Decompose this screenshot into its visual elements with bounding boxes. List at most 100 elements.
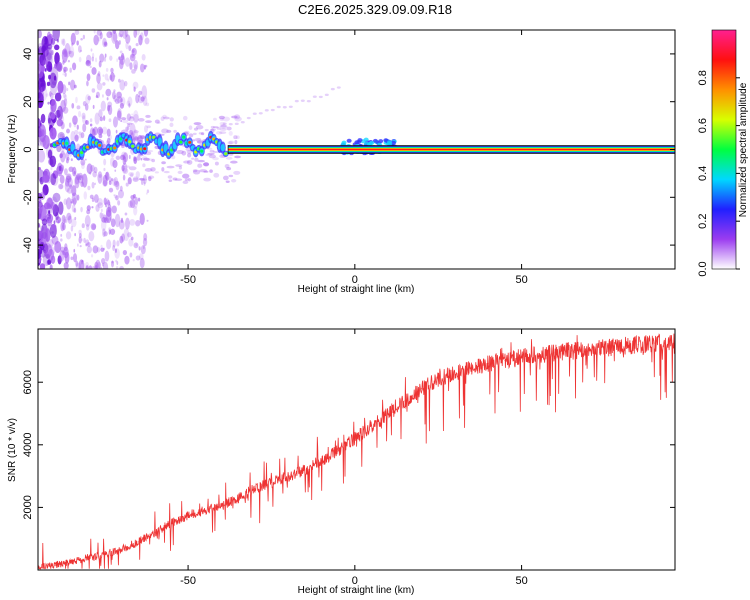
- spectrogram-noise-cell: [69, 45, 75, 59]
- spectrogram-noise-cell: [64, 243, 68, 252]
- spectrogram-noise-cell: [138, 177, 145, 181]
- spectrogram-noise-cell: [70, 130, 76, 143]
- spectrogram-noise-cell: [61, 214, 66, 225]
- spectrogram-noise-cell: [142, 245, 145, 250]
- spectrogram-noise-cell: [69, 79, 76, 91]
- spectrogram-noise-cell: [127, 96, 133, 107]
- spectrogram-noise-cell: [128, 116, 135, 122]
- spectrogram-noise-cell: [73, 122, 77, 128]
- spectrogram-noise-cell: [38, 231, 44, 239]
- spectrogram-noise-cell: [106, 137, 111, 145]
- spectrogram-noise-cell: [85, 223, 90, 231]
- spectrogram-noise-cell: [63, 94, 68, 102]
- spectrogram-trace-cell: [282, 106, 287, 109]
- spectrogram-noise-cell: [80, 158, 86, 166]
- spectrogram-noise-cell: [46, 31, 52, 41]
- spectrogram-noise-cell: [141, 53, 146, 61]
- spectrogram-noise-cell: [142, 174, 147, 185]
- spectrogram-noise-cell: [83, 237, 86, 243]
- spectrogram-noise-cell: [132, 129, 139, 143]
- spectrogram-noise-cell: [72, 166, 77, 177]
- spectrogram-noise-cell: [87, 95, 92, 101]
- spectrogram-noise-cell: [138, 94, 141, 98]
- spectrogram-band-cell: [113, 146, 117, 150]
- spectrogram-noise-cell: [101, 126, 108, 135]
- spectrogram-noise-cell: [67, 187, 73, 194]
- spectrogram-noise-cell: [85, 120, 90, 126]
- spectrogram-noise-cell: [74, 30, 80, 36]
- spectrogram-trace-cell: [192, 132, 197, 136]
- spectrogram-noise-cell: [100, 100, 106, 112]
- spectrogram-noise-cell: [91, 88, 96, 93]
- spectrogram-noise-cell: [43, 250, 46, 256]
- spectrogram-noise-cell: [182, 115, 188, 121]
- spectrogram-noise-cell: [143, 157, 150, 161]
- spectrogram-noise-cell: [53, 220, 56, 225]
- spectrogram-noise-cell: [227, 141, 233, 145]
- spectrogram-noise-cell: [129, 219, 136, 226]
- spectrogram-noise-cell: [79, 49, 83, 53]
- spectrogram-noise-cell: [131, 113, 134, 116]
- spectrogram-noise-cell: [82, 100, 87, 107]
- spectrogram-noise-cell: [140, 96, 145, 102]
- spectrogram-noise-cell: [219, 121, 226, 126]
- spectrogram-noise-cell: [123, 228, 130, 242]
- spectrogram-noise-cell: [68, 50, 72, 55]
- spectrogram-noise-cell: [135, 43, 139, 47]
- spectrogram-noise-cell: [133, 113, 139, 123]
- spectrogram-noise-cell: [74, 134, 79, 142]
- spectrogram-trace-cell: [228, 122, 233, 126]
- spectrogram-noise-cell: [110, 260, 115, 268]
- spectrogram-noise-cell: [47, 101, 50, 105]
- spectrogram-noise-cell: [132, 135, 138, 140]
- spectrogram-noise-cell: [43, 202, 51, 210]
- spectrogram-noise-cell: [108, 180, 112, 185]
- spectrogram-noise-cell: [85, 94, 91, 105]
- spectrogram-noise-cell: [84, 261, 90, 269]
- spectrogram-noise-cell: [111, 30, 118, 44]
- spectrogram-noise-cell: [39, 86, 48, 101]
- spectrogram-band-cell: [119, 137, 123, 141]
- snr-y-axis-label: SNR (10 * v/v): [7, 418, 18, 482]
- snr-point: [654, 342, 656, 344]
- colorbar-tick-label: 0.4: [697, 166, 709, 181]
- spectrogram-noise-cell: [39, 199, 42, 202]
- spectrogram-band-cell: [387, 142, 393, 147]
- spectrogram-noise-cell: [68, 50, 75, 58]
- spectrogram-noise-cell: [68, 122, 72, 128]
- spectrogram-panel: -50 0 50 -40 -20 0 20 40 Height of straight li…: [7, 29, 676, 295]
- spectrogram-noise-cell: [57, 201, 64, 215]
- snr-point: [520, 356, 523, 358]
- spectrogram-noise-cell: [96, 73, 101, 84]
- spectrogram-band-cell: [182, 135, 186, 139]
- spectrogram-noise-cell: [57, 38, 59, 43]
- spectrogram-noise-cell: [70, 256, 74, 261]
- spectrogram-noise-cell: [76, 105, 81, 110]
- spectrogram-noise-cell: [114, 248, 117, 253]
- spectrogram-noise-cell: [40, 241, 43, 245]
- colorbar-tick-label: 0.0: [697, 261, 709, 276]
- spectrogram-noise-cell: [235, 135, 240, 140]
- spectrogram-noise-cell: [120, 98, 123, 103]
- spectrogram-noise-cell: [62, 38, 66, 46]
- spectrogram-noise-cell: [104, 73, 109, 81]
- spectrogram-noise-cell: [109, 228, 116, 235]
- spectrogram-trace-cell: [216, 127, 221, 130]
- spectrogram-noise-cell: [94, 112, 100, 125]
- spectrogram-noise-cell: [38, 43, 43, 50]
- spectrogram-noise-cell: [84, 214, 91, 227]
- spectrogram-y-tick-label: -20: [22, 189, 34, 205]
- spectrogram-noise-cell: [141, 85, 148, 100]
- spectrogram-band-cell: [65, 141, 69, 145]
- spectrogram-noise-cell: [81, 260, 83, 265]
- spectrogram-noise-cell: [92, 171, 97, 178]
- spectrogram-noise-cell: [102, 174, 108, 187]
- spectrogram-noise-cell: [119, 235, 124, 244]
- spectrogram-noise-cell: [161, 161, 166, 165]
- spectrogram-noise-cell: [80, 132, 85, 139]
- snr-point: [404, 400, 406, 402]
- snr-y-tick-label: 2000: [22, 495, 34, 519]
- spectrogram-noise-cell: [150, 167, 156, 172]
- spectrogram-noise-cell: [73, 84, 77, 89]
- spectrogram-noise-cell: [41, 80, 47, 91]
